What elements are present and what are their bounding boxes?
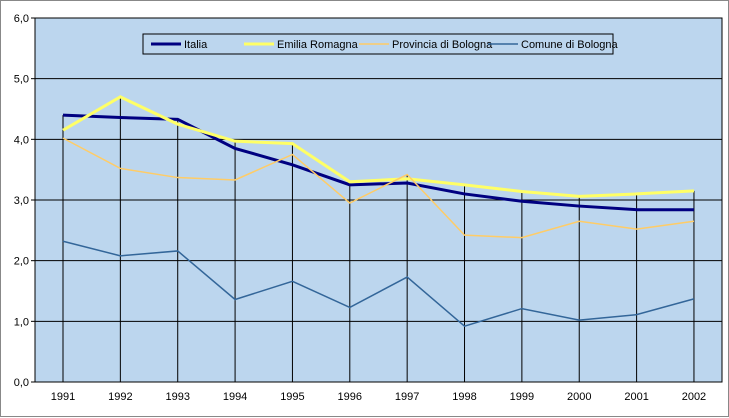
x-tick-label: 1995: [280, 391, 304, 403]
y-tick-label: 0,0: [14, 377, 29, 389]
y-tick-label: 1,0: [14, 316, 29, 328]
x-tick-label: 1992: [108, 391, 132, 403]
x-tick-label: 2000: [567, 391, 591, 403]
x-tick-label: 2001: [624, 391, 648, 403]
x-tick-label: 1994: [223, 391, 247, 403]
legend-label: Provincia di Bologna: [392, 39, 493, 51]
x-tick-label: 1999: [510, 391, 534, 403]
x-tick-label: 1993: [165, 391, 189, 403]
legend-label: Italia: [184, 39, 208, 51]
x-tick-label: 1997: [395, 391, 419, 403]
x-tick-label: 1998: [452, 391, 476, 403]
y-tick-label: 6,0: [14, 13, 29, 25]
legend-label: Comune di Bologna: [521, 39, 619, 51]
y-tick-label: 2,0: [14, 256, 29, 268]
y-tick-label: 5,0: [14, 74, 29, 86]
x-tick-label: 2002: [682, 391, 706, 403]
y-tick-label: 3,0: [14, 195, 29, 207]
x-tick-label: 1996: [338, 391, 362, 403]
legend: Italia Emilia Romagna Provincia di Bologna…: [143, 34, 619, 54]
x-tick-label: 1991: [51, 391, 75, 403]
legend-label: Emilia Romagna: [277, 39, 359, 51]
y-tick-label: 4,0: [14, 134, 29, 146]
